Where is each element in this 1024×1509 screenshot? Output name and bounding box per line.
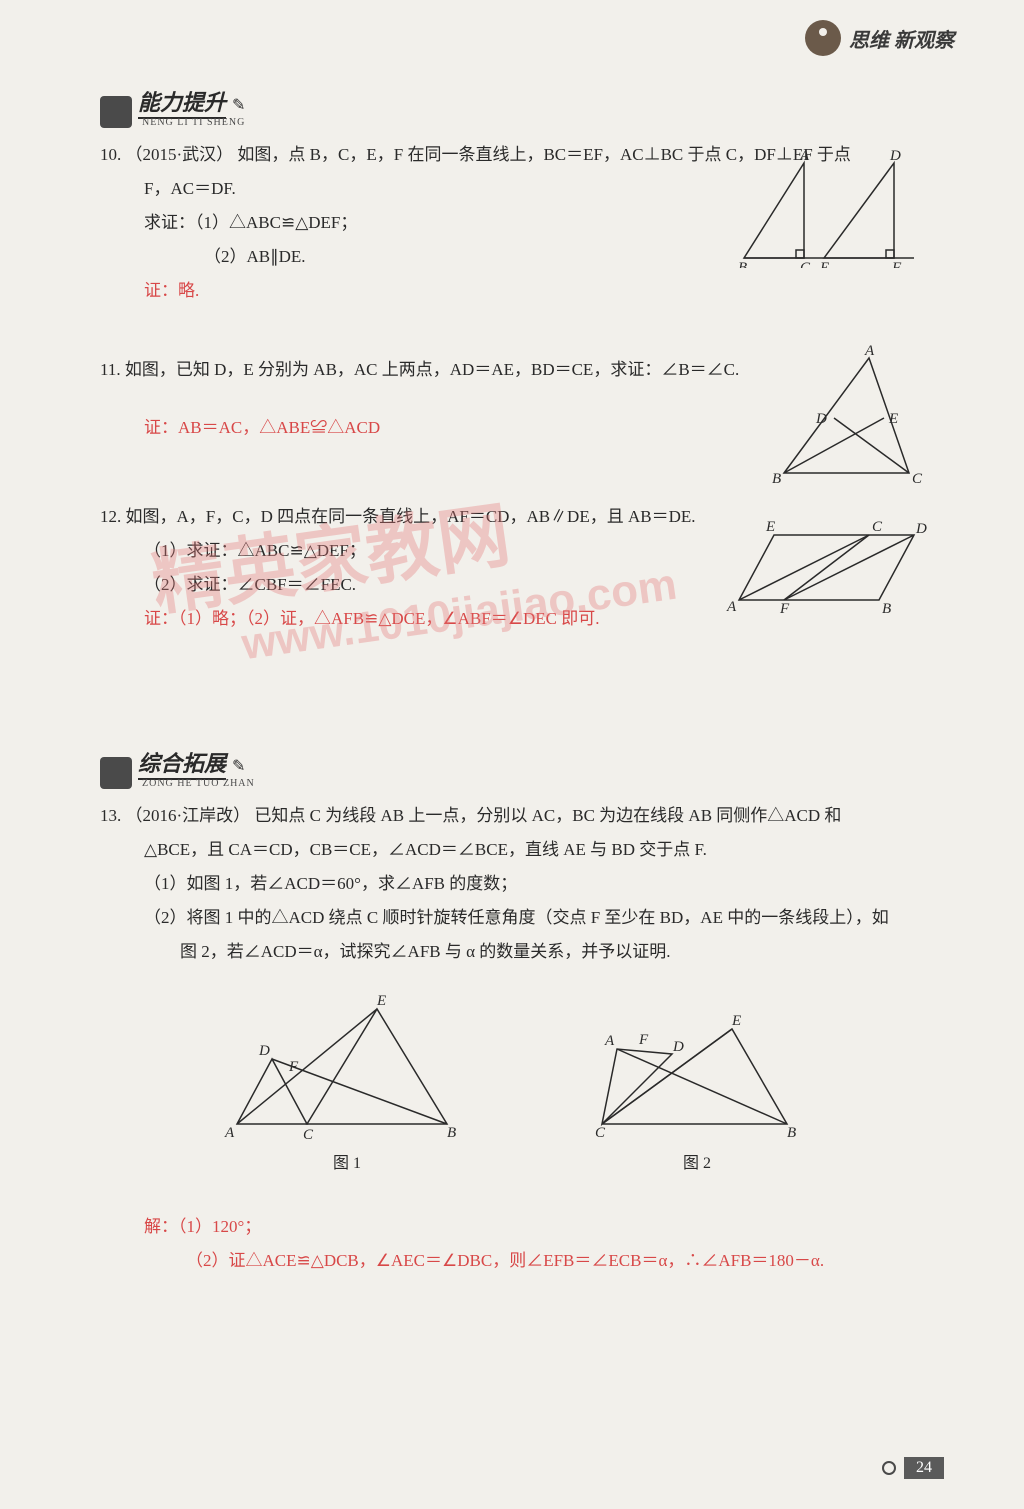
brand-text: 思维 新观察 — [849, 24, 954, 53]
section-title: 综合拓展 — [138, 751, 226, 780]
page-number-value: 24 — [904, 1457, 944, 1479]
svg-text:A: A — [604, 1033, 615, 1049]
problem-number: 11. — [100, 360, 121, 379]
svg-text:E: E — [819, 260, 829, 268]
brand-header: 思维 新观察 — [805, 20, 954, 56]
svg-text:C: C — [303, 1127, 314, 1143]
arrow-icon: ✎ — [232, 758, 245, 775]
figure-p13-2: A C B D E F 图 2 — [577, 989, 817, 1180]
svg-text:D: D — [815, 411, 827, 427]
svg-text:A: A — [864, 343, 875, 359]
svg-text:B: B — [738, 260, 747, 268]
problem-source: （2016·江岸改） — [126, 806, 251, 825]
problem-line: 如图，A，F，C，D 四点在同一条直线上，AF＝CD，AB∥DE，且 AB＝DE… — [126, 507, 696, 526]
problem-number: 10. — [100, 145, 121, 164]
svg-text:C: C — [912, 471, 923, 487]
figure-label: 图 1 — [217, 1148, 477, 1180]
svg-text:C: C — [595, 1125, 606, 1141]
problem-line: 已知点 C 为线段 AB 上一点，分别以 AC，BC 为边在线段 AB 同侧作△… — [254, 806, 841, 825]
problem-12: 12. 如图，A，F，C，D 四点在同一条直线上，AF＝CD，AB∥DE，且 A… — [100, 500, 934, 636]
svg-text:E: E — [765, 519, 775, 535]
section-subtitle: NENG LI TI SHENG — [142, 117, 245, 128]
figure-label: 图 2 — [577, 1148, 817, 1180]
problem-answer: 解：（1）120°； — [100, 1210, 934, 1244]
svg-text:C: C — [872, 519, 883, 535]
problem-number: 12. — [100, 507, 121, 526]
problem-line: 如图，已知 D，E 分别为 AB，AC 上两点，AD＝AE，BD＝CE，求证：∠… — [125, 360, 739, 379]
figure-p12: A F C D E B — [724, 515, 934, 615]
problem-13: 13. （2016·江岸改） 已知点 C 为线段 AB 上一点，分别以 AC，B… — [100, 799, 934, 1278]
problem-line: 图 2，若∠ACD＝α，试探究∠AFB 与 α 的数量关系，并予以证明. — [100, 935, 934, 969]
svg-text:E: E — [888, 411, 898, 427]
svg-text:E: E — [731, 1013, 741, 1029]
svg-text:F: F — [891, 260, 902, 268]
svg-text:F: F — [779, 601, 790, 615]
problem-answer: （2）证△ACE≌△DCB，∠AEC＝∠DBC，则∠EFB＝∠ECB＝α，∴∠A… — [100, 1244, 934, 1278]
problem-10: 10. （2015·武汉） 如图，点 B，C，E，F 在同一条直线上，BC＝EF… — [100, 138, 934, 308]
svg-text:D: D — [258, 1043, 270, 1059]
svg-text:A: A — [224, 1125, 235, 1141]
problem-line: △BCE，且 CA＝CD，CB＝CE，∠ACD＝∠BCE，直线 AE 与 BD … — [100, 833, 934, 867]
svg-text:C: C — [800, 260, 811, 268]
problem-line: （2）将图 1 中的△ACD 绕点 C 顺时针旋转任意角度（交点 F 至少在 B… — [100, 901, 934, 935]
svg-text:B: B — [772, 471, 781, 487]
problem-answer: 证：略. — [100, 274, 934, 308]
section-header-ability: 能力提升 ✎ NENG LI TI SHENG — [100, 85, 934, 128]
arrow-icon: ✎ — [232, 97, 245, 114]
svg-text:D: D — [672, 1039, 684, 1055]
brand-icon — [805, 20, 841, 56]
problem-line: （1）如图 1，若∠ACD＝60°，求∠AFB 的度数； — [100, 867, 934, 901]
page-number-circle-icon — [882, 1461, 896, 1475]
section-subtitle: ZONG HE TUO ZHAN — [142, 778, 255, 789]
svg-text:B: B — [447, 1125, 456, 1141]
svg-text:B: B — [882, 601, 891, 615]
svg-text:B: B — [787, 1125, 796, 1141]
svg-text:A: A — [799, 148, 810, 164]
page-number: 24 — [882, 1457, 944, 1479]
figure-p11: A D E B C — [764, 343, 934, 488]
figure-p13-1: A C B D E F 图 1 — [217, 989, 477, 1180]
section-icon — [100, 757, 132, 789]
svg-text:A: A — [726, 599, 737, 615]
section-title: 能力提升 — [138, 90, 226, 119]
svg-text:D: D — [889, 148, 901, 164]
svg-text:D: D — [915, 521, 927, 537]
section-header-expand: 综合拓展 ✎ ZONG HE TUO ZHAN — [100, 746, 934, 789]
svg-text:F: F — [288, 1059, 299, 1075]
svg-text:F: F — [638, 1032, 649, 1048]
problem-11: 11. 如图，已知 D，E 分别为 AB，AC 上两点，AD＝AE，BD＝CE，… — [100, 353, 934, 445]
section-icon — [100, 96, 132, 128]
svg-text:E: E — [376, 993, 386, 1009]
problem-source: （2015·武汉） — [126, 145, 234, 164]
problem-number: 13. — [100, 806, 121, 825]
figure-p10: A D B C E F — [734, 148, 934, 268]
